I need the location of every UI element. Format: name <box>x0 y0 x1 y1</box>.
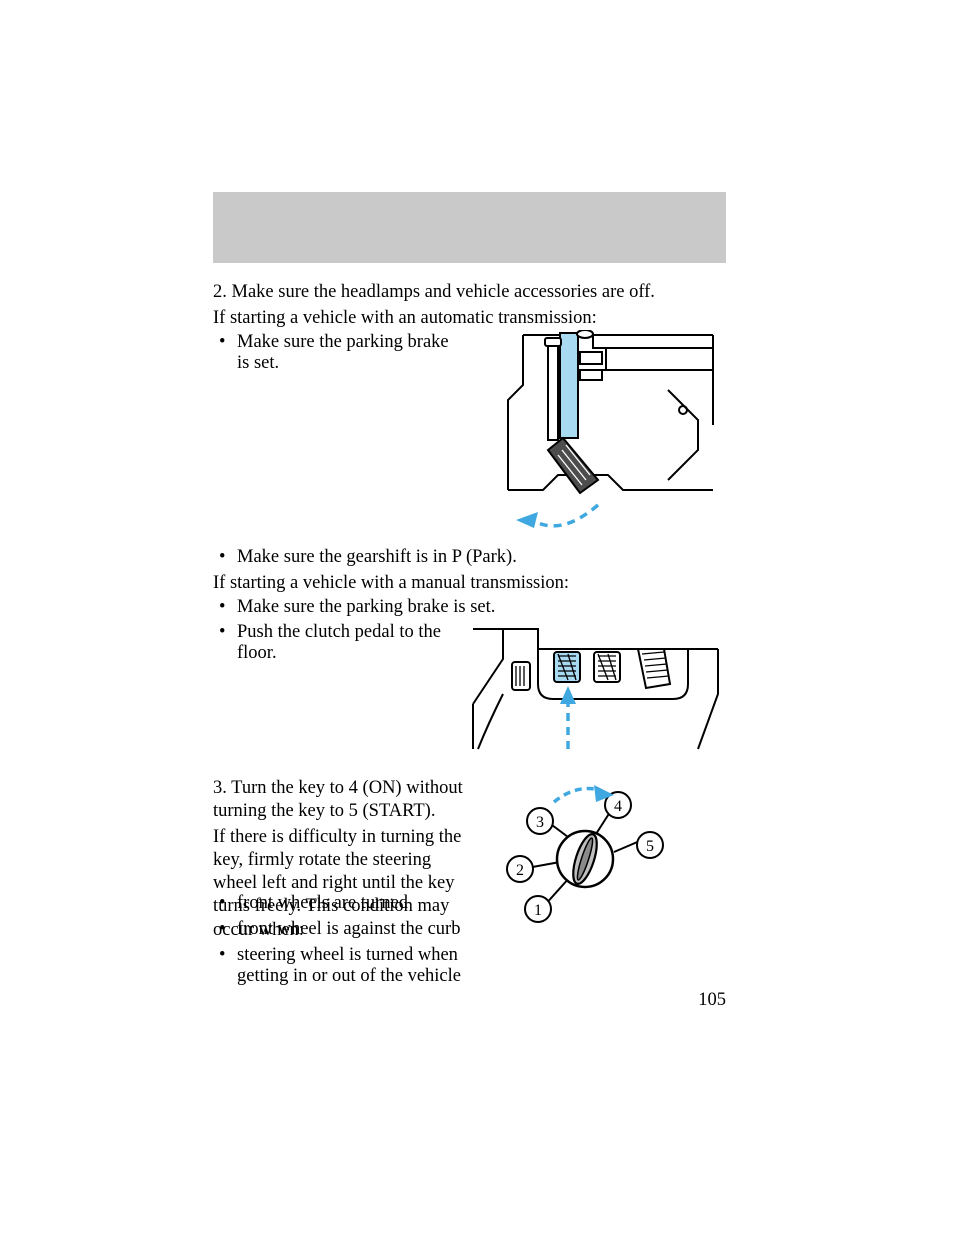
bullet-dot-icon: • <box>219 622 225 643</box>
clutch-pedal-figure <box>468 624 726 759</box>
bullet-dot-icon: • <box>219 597 225 618</box>
bullet-front-wheel-curb: • front wheel is against the curb <box>237 919 477 940</box>
bullet-dot-icon: • <box>219 332 225 353</box>
ignition-key-figure: 1 2 3 4 5 <box>476 782 686 942</box>
svg-text:2: 2 <box>516 862 524 879</box>
bullet-steering-text: steering wheel is turned when getting in… <box>237 945 461 986</box>
svg-text:4: 4 <box>614 798 622 815</box>
bullet-parking-brake-manual: • Make sure the parking brake is set. <box>237 597 697 618</box>
bullet-gearshift-text: Make sure the gearshift is in P (Park). <box>237 547 517 567</box>
bullet-steering-wheel: • steering wheel is turned when getting … <box>237 945 477 987</box>
svg-text:1: 1 <box>534 902 542 919</box>
bullet-front-wheels-turned: • front wheels are turned <box>237 893 467 914</box>
bullet-dot-icon: • <box>219 893 225 914</box>
parking-brake-figure <box>468 330 726 535</box>
step-3-text: 3. Turn the key to 4 (ON) without turnin… <box>213 777 463 823</box>
bullet-parking-brake-manual-text: Make sure the parking brake is set. <box>237 597 495 617</box>
manual-intro: If starting a vehicle with a manual tran… <box>213 572 723 595</box>
bullet-parking-brake-auto: • Make sure the parking brake is set. <box>237 332 462 374</box>
svg-text:5: 5 <box>646 838 654 855</box>
page-number: 105 <box>698 990 726 1011</box>
bullet-gearshift-park: • Make sure the gearshift is in P (Park)… <box>237 547 697 568</box>
bullet-front-turned-text: front wheels are turned <box>237 893 408 913</box>
auto-intro: If starting a vehicle with an automatic … <box>213 307 723 330</box>
bullet-dot-icon: • <box>219 919 225 940</box>
bullet-clutch-pedal: • Push the clutch pedal to the floor. <box>237 622 447 664</box>
bullet-clutch-text: Push the clutch pedal to the floor. <box>237 622 441 663</box>
bullet-parking-brake-auto-text: Make sure the parking brake is set. <box>237 332 449 373</box>
bullet-front-curb-text: front wheel is against the curb <box>237 919 460 939</box>
page: 2. Make sure the headlamps and vehicle a… <box>0 0 954 1235</box>
bullet-dot-icon: • <box>219 945 225 966</box>
header-band <box>213 192 726 263</box>
bullet-dot-icon: • <box>219 547 225 568</box>
step-2-text: 2. Make sure the headlamps and vehicle a… <box>213 281 723 304</box>
svg-text:3: 3 <box>536 814 544 831</box>
